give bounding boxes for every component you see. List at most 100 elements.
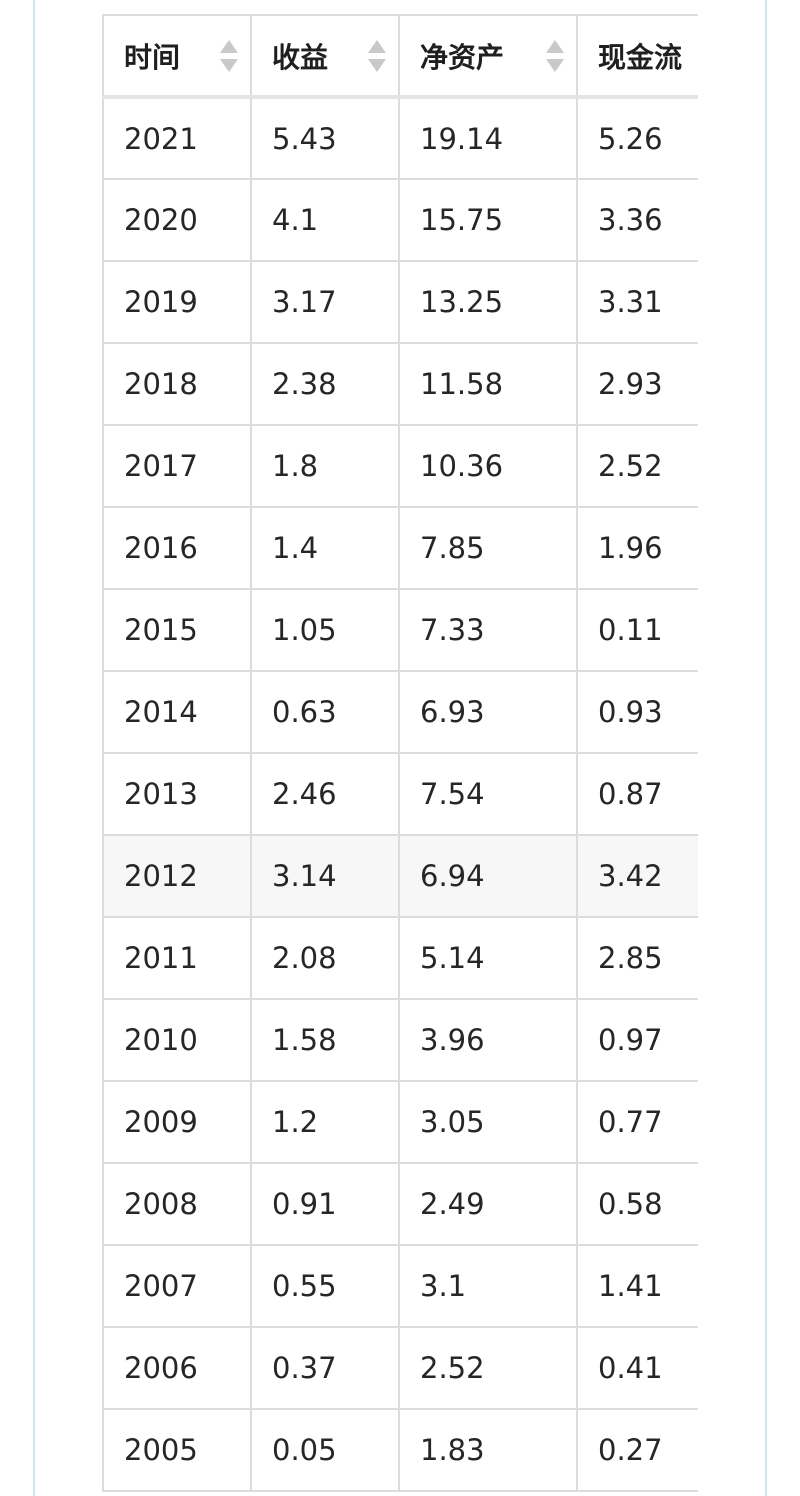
cell-earnings: 5.43	[250, 96, 400, 180]
cell-net-assets: 19.14	[398, 96, 578, 180]
cell-earnings: 3.17	[250, 260, 400, 344]
cell-cash-flow: 0.27	[576, 1408, 698, 1492]
cell-net-assets: 3.1	[398, 1244, 578, 1328]
table-row: 2013 2.46 7.54 0.87	[102, 752, 698, 836]
table-header-row: 时间 收益 净资产 现金流	[102, 14, 698, 99]
cell-net-assets: 6.93	[398, 670, 578, 754]
cell-earnings: 0.91	[250, 1162, 400, 1246]
cell-earnings: 0.55	[250, 1244, 400, 1328]
table-row: 2019 3.17 13.25 3.31	[102, 260, 698, 344]
cell-cash-flow: 0.77	[576, 1080, 698, 1164]
cell-net-assets: 7.33	[398, 588, 578, 672]
column-header-net-assets[interactable]: 净资产	[398, 14, 578, 99]
table-row: 2010 1.58 3.96 0.97	[102, 998, 698, 1082]
cell-cash-flow: 2.85	[576, 916, 698, 1000]
cell-cash-flow: 5.26	[576, 96, 698, 180]
financial-data-table: 时间 收益 净资产 现金流 2021 5.43 19.14 5.26 2020 4.1 15…	[102, 14, 698, 1492]
cell-net-assets: 6.94	[398, 834, 578, 918]
cell-time: 2009	[102, 1080, 252, 1164]
frame-border-right	[765, 0, 767, 1496]
cell-earnings: 1.2	[250, 1080, 400, 1164]
sort-icon[interactable]	[546, 39, 564, 73]
table-row: 2014 0.63 6.93 0.93	[102, 670, 698, 754]
table-scroll-container[interactable]: 时间 收益 净资产 现金流 2021 5.43 19.14 5.26 2020 4.1 15…	[102, 14, 698, 1496]
cell-earnings: 1.05	[250, 588, 400, 672]
cell-cash-flow: 3.31	[576, 260, 698, 344]
cell-cash-flow: 0.58	[576, 1162, 698, 1246]
cell-earnings: 0.63	[250, 670, 400, 754]
frame-border-left	[33, 0, 35, 1496]
cell-net-assets: 3.96	[398, 998, 578, 1082]
table-row: 2020 4.1 15.75 3.36	[102, 178, 698, 262]
cell-time: 2021	[102, 96, 252, 180]
sort-icon[interactable]	[220, 39, 238, 73]
cell-time: 2016	[102, 506, 252, 590]
cell-cash-flow: 1.96	[576, 506, 698, 590]
cell-earnings: 0.37	[250, 1326, 400, 1410]
cell-time: 2014	[102, 670, 252, 754]
cell-net-assets: 1.83	[398, 1408, 578, 1492]
cell-time: 2015	[102, 588, 252, 672]
cell-cash-flow: 0.93	[576, 670, 698, 754]
cell-earnings: 4.1	[250, 178, 400, 262]
cell-earnings: 2.46	[250, 752, 400, 836]
cell-cash-flow: 2.93	[576, 342, 698, 426]
cell-time: 2019	[102, 260, 252, 344]
cell-time: 2008	[102, 1162, 252, 1246]
cell-earnings: 3.14	[250, 834, 400, 918]
cell-time: 2011	[102, 916, 252, 1000]
sort-icon[interactable]	[368, 39, 386, 73]
cell-time: 2013	[102, 752, 252, 836]
cell-earnings: 1.58	[250, 998, 400, 1082]
cell-net-assets: 15.75	[398, 178, 578, 262]
cell-time: 2018	[102, 342, 252, 426]
cell-net-assets: 2.49	[398, 1162, 578, 1246]
cell-cash-flow: 0.87	[576, 752, 698, 836]
column-header-label: 现金流	[598, 40, 683, 74]
cell-cash-flow: 2.52	[576, 424, 698, 508]
cell-earnings: 1.4	[250, 506, 400, 590]
cell-earnings: 0.05	[250, 1408, 400, 1492]
cell-cash-flow: 1.41	[576, 1244, 698, 1328]
cell-cash-flow: 3.36	[576, 178, 698, 262]
table-row: 2011 2.08 5.14 2.85	[102, 916, 698, 1000]
cell-time: 2007	[102, 1244, 252, 1328]
column-header-cash-flow[interactable]: 现金流	[576, 14, 698, 99]
cell-net-assets: 7.85	[398, 506, 578, 590]
table-row: 2006 0.37 2.52 0.41	[102, 1326, 698, 1410]
column-header-earnings[interactable]: 收益	[250, 14, 400, 99]
cell-time: 2006	[102, 1326, 252, 1410]
table-row: 2021 5.43 19.14 5.26	[102, 96, 698, 180]
table-row: 2018 2.38 11.58 2.93	[102, 342, 698, 426]
column-header-label: 净资产	[420, 40, 505, 74]
table-row: 2009 1.2 3.05 0.77	[102, 1080, 698, 1164]
cell-net-assets: 10.36	[398, 424, 578, 508]
table-body: 2021 5.43 19.14 5.26 2020 4.1 15.75 3.36 2019 3.1…	[102, 96, 698, 1492]
cell-time: 2020	[102, 178, 252, 262]
cell-earnings: 2.38	[250, 342, 400, 426]
cell-earnings: 1.8	[250, 424, 400, 508]
cell-cash-flow: 0.41	[576, 1326, 698, 1410]
cell-earnings: 2.08	[250, 916, 400, 1000]
cell-time: 2005	[102, 1408, 252, 1492]
cell-time: 2012	[102, 834, 252, 918]
cell-net-assets: 3.05	[398, 1080, 578, 1164]
cell-time: 2017	[102, 424, 252, 508]
table-row: 2012 3.14 6.94 3.42	[102, 834, 698, 918]
table-row: 2007 0.55 3.1 1.41	[102, 1244, 698, 1328]
table-row: 2005 0.05 1.83 0.27	[102, 1408, 698, 1492]
column-header-time[interactable]: 时间	[102, 14, 252, 99]
cell-net-assets: 5.14	[398, 916, 578, 1000]
cell-time: 2010	[102, 998, 252, 1082]
table-row: 2008 0.91 2.49 0.58	[102, 1162, 698, 1246]
cell-cash-flow: 0.97	[576, 998, 698, 1082]
table-row: 2015 1.05 7.33 0.11	[102, 588, 698, 672]
table-row: 2016 1.4 7.85 1.96	[102, 506, 698, 590]
column-header-label: 收益	[272, 40, 329, 74]
column-header-label: 时间	[124, 40, 181, 74]
cell-cash-flow: 0.11	[576, 588, 698, 672]
cell-net-assets: 13.25	[398, 260, 578, 344]
cell-net-assets: 2.52	[398, 1326, 578, 1410]
cell-net-assets: 7.54	[398, 752, 578, 836]
cell-cash-flow: 3.42	[576, 834, 698, 918]
